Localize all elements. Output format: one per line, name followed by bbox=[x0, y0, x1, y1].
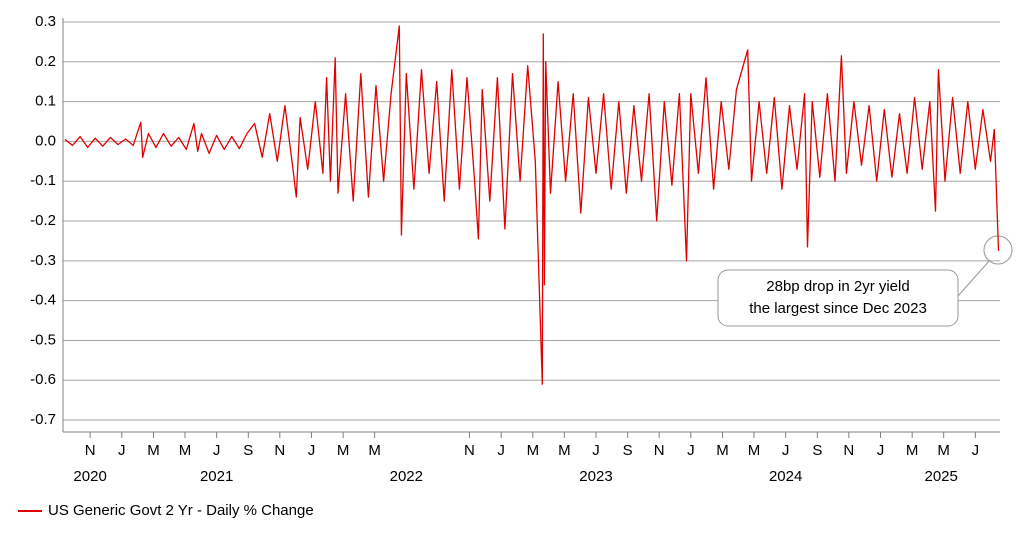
x-tick-label: M bbox=[558, 442, 571, 459]
x-tick-label: N bbox=[654, 442, 665, 459]
y-tick-label: -0.3 bbox=[30, 252, 56, 269]
y-tick-label: -0.5 bbox=[30, 331, 56, 348]
annotation-text: the largest since Dec 2023 bbox=[749, 300, 927, 317]
annotation-box bbox=[717, 269, 959, 327]
annotation-text: 28bp drop in 2yr yield bbox=[766, 278, 909, 295]
x-tick-label: N bbox=[274, 442, 285, 459]
x-tick-label: S bbox=[812, 442, 822, 459]
x-tick-label: J bbox=[877, 442, 885, 459]
data-line bbox=[64, 25, 1000, 385]
y-tick-label: 0.0 bbox=[35, 132, 56, 149]
x-tick-label: J bbox=[497, 442, 505, 459]
y-tick-label: 0.1 bbox=[35, 93, 56, 110]
x-tick-label: S bbox=[243, 442, 253, 459]
x-tick-label: M bbox=[937, 442, 950, 459]
x-tick-label: J bbox=[592, 442, 600, 459]
legend-label: US Generic Govt 2 Yr - Daily % Change bbox=[48, 502, 314, 519]
x-tick-label: M bbox=[527, 442, 540, 459]
x-tick-label: J bbox=[308, 442, 316, 459]
x-tick-label: M bbox=[716, 442, 729, 459]
x-tick-label: J bbox=[687, 442, 695, 459]
x-tick-label: M bbox=[368, 442, 381, 459]
x-tick-label: N bbox=[464, 442, 475, 459]
x-tick-label: M bbox=[906, 442, 919, 459]
x-tick-label: N bbox=[843, 442, 854, 459]
x-tick-label: M bbox=[179, 442, 192, 459]
year-label: 2020 bbox=[73, 468, 106, 485]
y-tick-label: -0.6 bbox=[30, 371, 56, 388]
y-tick-label: 0.3 bbox=[35, 13, 56, 30]
x-tick-label: J bbox=[213, 442, 221, 459]
year-label: 2022 bbox=[390, 468, 423, 485]
year-label: 2025 bbox=[925, 468, 958, 485]
year-label: 2024 bbox=[769, 468, 802, 485]
y-tick-label: -0.7 bbox=[30, 411, 56, 428]
y-tick-label: 0.2 bbox=[35, 53, 56, 70]
x-tick-label: M bbox=[337, 442, 350, 459]
x-tick-label: M bbox=[147, 442, 160, 459]
y-tick-label: -0.2 bbox=[30, 212, 56, 229]
x-tick-label: M bbox=[748, 442, 761, 459]
x-tick-label: J bbox=[782, 442, 790, 459]
x-tick-label: J bbox=[118, 442, 126, 459]
annotation-connector bbox=[957, 259, 991, 297]
year-label: 2021 bbox=[200, 468, 233, 485]
x-tick-label: J bbox=[972, 442, 980, 459]
y-tick-label: -0.1 bbox=[30, 172, 56, 189]
y-tick-label: -0.4 bbox=[30, 292, 56, 309]
x-tick-label: S bbox=[623, 442, 633, 459]
x-tick-label: N bbox=[85, 442, 96, 459]
year-label: 2023 bbox=[579, 468, 612, 485]
